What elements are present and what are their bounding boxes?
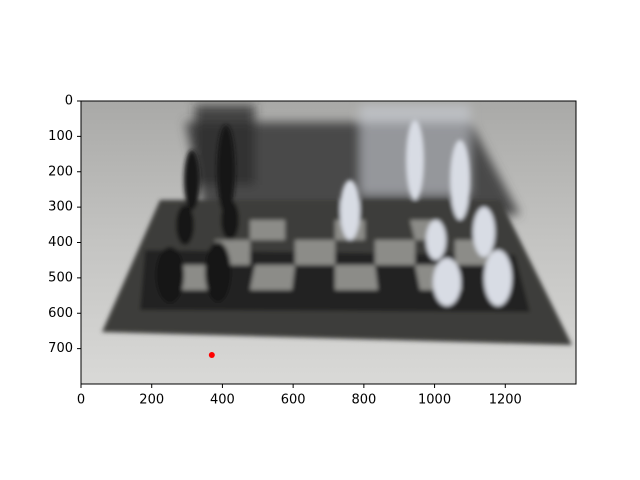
y-tick-label: 200 xyxy=(48,164,73,179)
photo xyxy=(81,101,576,384)
y-tick-label: 600 xyxy=(48,306,73,321)
y-tick-label: 300 xyxy=(48,200,73,215)
x-tick-label: 1200 xyxy=(489,393,522,408)
y-tick-label: 500 xyxy=(48,270,73,285)
y-tick-label: 400 xyxy=(48,235,73,250)
y-tick-label: 100 xyxy=(48,129,73,144)
y-tick-label: 700 xyxy=(48,341,73,356)
x-tick-label: 1000 xyxy=(418,393,451,408)
x-tick-label: 400 xyxy=(210,393,235,408)
x-tick-label: 600 xyxy=(281,393,306,408)
y-tick-label: 0 xyxy=(65,94,73,109)
x-tick-label: 800 xyxy=(351,393,376,408)
x-tick-label: 0 xyxy=(77,393,85,408)
x-tick-label: 200 xyxy=(139,393,164,408)
scatter-point xyxy=(208,351,215,358)
